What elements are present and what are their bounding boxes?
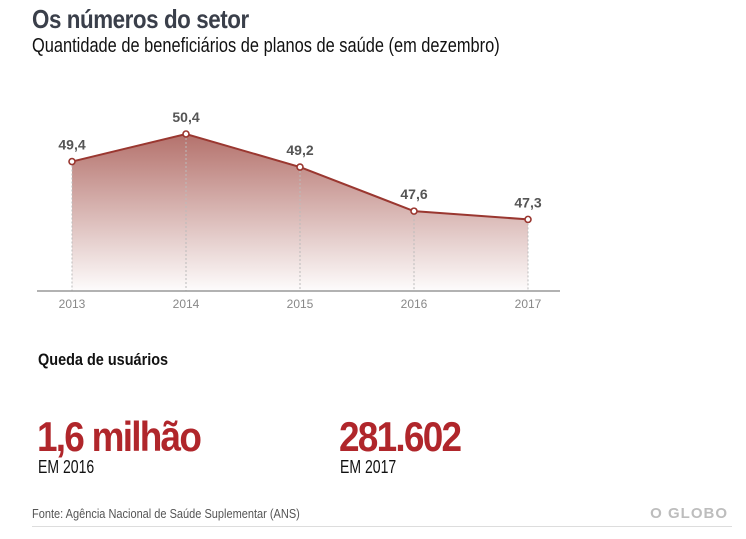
data-point: [410, 207, 418, 215]
section-title-text: Queda de usuários: [38, 350, 169, 369]
page-title-text: Os números do setor: [32, 4, 249, 34]
x-tick-label: 2013: [59, 297, 86, 311]
stat-label-text: EM 2016: [38, 457, 95, 477]
stat-label-2016: EM 2016: [38, 458, 110, 476]
chart-subtitle: Quantidade de beneficiários de planos de…: [32, 36, 602, 57]
area-chart: 49,4 50,4 49,2 47,6 47,3 2013 2014 2015 2016 201…: [37, 109, 560, 311]
stat-label-2017: EM 2017: [340, 458, 412, 476]
data-label: 47,3: [514, 194, 541, 210]
data-label: 49,4: [58, 137, 85, 153]
chart-subtitle-text: Quantidade de beneficiários de planos de…: [32, 35, 500, 57]
stat-value-2016: 1,6 milhão: [37, 413, 222, 460]
data-label: 49,2: [286, 142, 313, 158]
stat-value-2017: 281.602: [339, 413, 477, 460]
x-tick-label: 2016: [401, 297, 428, 311]
x-tick-label: 2017: [515, 297, 542, 311]
source-note: Fonte: Agência Nacional de Saúde Supleme…: [32, 507, 336, 521]
section-title: Queda de usuários: [38, 351, 191, 369]
data-label: 50,4: [172, 109, 199, 125]
data-point: [524, 215, 532, 224]
data-point: [296, 163, 304, 171]
x-tick-label: 2014: [173, 297, 200, 311]
page-title: Os números do setor: [32, 6, 284, 32]
x-tick-label: 2015: [287, 297, 314, 311]
o-globo-logo: O GLOBO: [650, 505, 728, 522]
stat-value-text: 1,6 milhão: [37, 413, 202, 460]
data-point: [68, 157, 76, 166]
source-text: Fonte: Agência Nacional de Saúde Supleme…: [32, 507, 300, 521]
footer-divider: [32, 526, 732, 527]
stat-label-text: EM 2017: [340, 457, 397, 477]
stat-value-text: 281.602: [339, 413, 462, 460]
data-label: 47,6: [400, 186, 427, 202]
data-point: [182, 130, 190, 138]
